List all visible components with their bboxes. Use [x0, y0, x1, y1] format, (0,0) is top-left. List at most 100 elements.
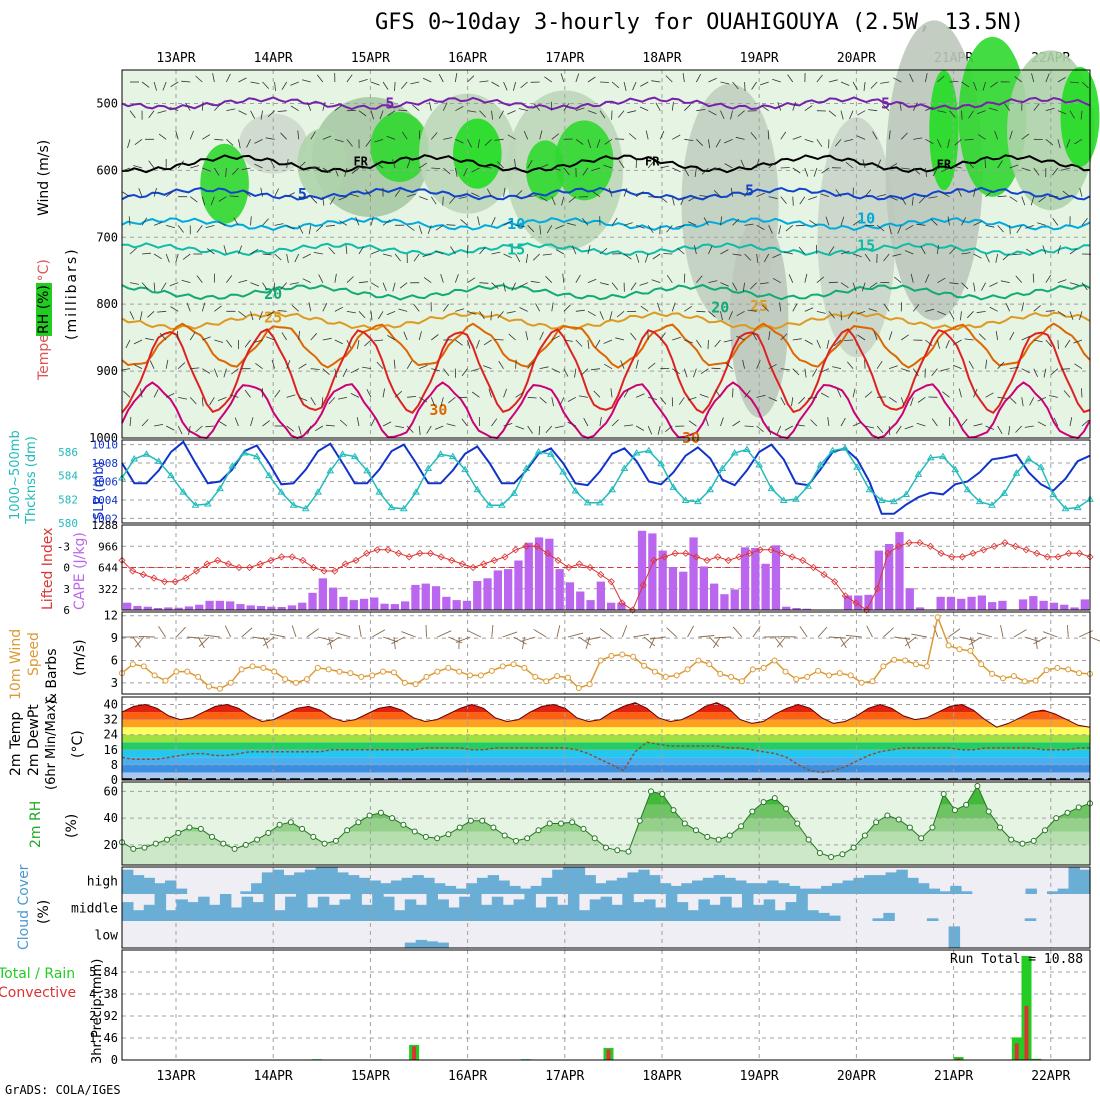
wind-barb [334, 273, 337, 283]
wind-barb [1009, 130, 1013, 140]
li-point [437, 553, 445, 561]
pressure-tick-label: 800 [96, 297, 118, 311]
label-upper-wind: Wind (m/s) [36, 140, 52, 216]
wind10-barb [520, 636, 536, 642]
wind10-point [249, 663, 256, 670]
wind-barb [792, 338, 802, 341]
wind-barb [519, 307, 528, 312]
li-point [512, 546, 520, 554]
wind10-barb [437, 630, 452, 638]
wind-barb [1081, 388, 1083, 398]
wind-barb [820, 392, 830, 398]
wind10-barb [187, 636, 204, 639]
wind-barb [218, 420, 227, 427]
rh-point [580, 825, 587, 832]
temp-band [122, 749, 1090, 758]
wind-barb [779, 302, 782, 312]
wind-barb [663, 253, 673, 255]
wind-barb [328, 397, 336, 405]
cape-bar [1080, 599, 1089, 610]
wind-barb [1081, 419, 1090, 427]
wind-barb [338, 396, 347, 400]
thickness-point [424, 464, 433, 471]
wind-barb [836, 388, 842, 398]
temp-band [122, 719, 1090, 728]
wind-barb [684, 305, 693, 312]
wind-barb [394, 390, 402, 398]
wind-barb [892, 253, 902, 257]
wind-barb [461, 418, 468, 427]
wind-barb [820, 368, 830, 373]
wind-barb [997, 396, 1007, 399]
wind-barb [940, 368, 950, 372]
wind-barb [551, 302, 554, 312]
cloud-cell [535, 907, 547, 921]
wind-barb [400, 81, 408, 90]
wind-barb [623, 389, 629, 398]
wind-barb [387, 335, 396, 341]
label-millibars: (millibars) [64, 247, 80, 340]
cloud-cell [491, 896, 504, 921]
cloud-cell [681, 883, 693, 894]
wind-barb [413, 303, 420, 312]
wind-barb [209, 397, 215, 406]
wind-barb [791, 397, 794, 407]
wind-barb [189, 397, 197, 405]
wind-barb [694, 167, 697, 177]
wind-barb [864, 391, 873, 398]
rh-point [1019, 840, 1026, 847]
wind-barb [342, 368, 348, 377]
wind10-point [782, 668, 789, 675]
cape-bar [442, 596, 451, 610]
thickness-point [779, 496, 788, 503]
wind-barb [482, 166, 492, 169]
wind-barb [893, 276, 902, 283]
cloud-cell [939, 891, 951, 894]
wind-barb [479, 311, 485, 320]
wind-barb [133, 165, 143, 169]
cloud-cell [401, 877, 413, 894]
wind10-point [260, 664, 267, 671]
wind-barb [298, 396, 308, 401]
label-cape: CAPE (J/kg) [72, 532, 88, 610]
wind-barb [153, 221, 163, 226]
wind-barb [262, 81, 269, 89]
wind-barb [651, 279, 661, 284]
thickness-point [1049, 490, 1058, 498]
wind-barb [995, 253, 999, 263]
wind-barb [693, 368, 697, 378]
cape-bar [895, 532, 904, 610]
rh-point [625, 848, 632, 855]
cloud-cell [724, 877, 736, 894]
cape-bar [359, 598, 369, 610]
wind-barb [882, 104, 890, 111]
wind-barb [780, 333, 788, 341]
wind-barb [696, 73, 702, 83]
date-label-bottom: 15APR [351, 1069, 390, 1084]
wind-barb [1057, 77, 1066, 83]
wind10-barb [382, 636, 398, 643]
li-point [299, 556, 307, 564]
wind-barb [683, 167, 690, 177]
wind-barb [720, 216, 723, 226]
wind-barb [315, 225, 324, 232]
wind-barb [238, 279, 248, 284]
wind-barb [467, 339, 471, 349]
cape-bar [576, 591, 585, 610]
wind10-barb [425, 624, 427, 638]
wind10-point [967, 647, 974, 654]
cape-bar [843, 595, 853, 610]
rh-point [355, 819, 362, 826]
rh-point [265, 829, 272, 836]
wind-barb [394, 81, 396, 92]
wind10-barb [883, 627, 894, 638]
li-point [501, 553, 509, 561]
wind-barb [250, 216, 252, 226]
wind-barb [941, 192, 950, 198]
wind-barb [148, 160, 155, 169]
wind-barb [587, 278, 597, 284]
wind-barb [290, 105, 299, 112]
cape-bar [545, 538, 554, 610]
wind-barb [1057, 245, 1061, 255]
wind-barb [720, 81, 730, 85]
